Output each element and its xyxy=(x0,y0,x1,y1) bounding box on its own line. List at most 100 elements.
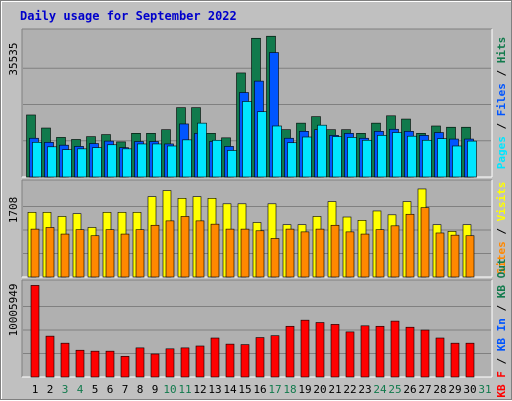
x-tick-label: 3 xyxy=(62,383,69,396)
x-tick-label: 27 xyxy=(418,383,431,396)
bar-pages-day-21 xyxy=(332,136,342,178)
bar-pages-day-30 xyxy=(467,140,477,178)
bar-sites-day-8 xyxy=(135,229,145,278)
legend-separator: / xyxy=(495,298,508,318)
bar-sites-day-29 xyxy=(450,234,460,278)
x-tick-label: 7 xyxy=(122,383,129,396)
x-tick-label: 4 xyxy=(77,383,84,396)
bar-sites-day-4 xyxy=(75,229,85,278)
bar-pages-day-8 xyxy=(137,143,147,178)
legend-kb-in: KB In xyxy=(495,318,508,351)
bar-kb-f-day-19 xyxy=(300,319,310,378)
bar-pages-day-16 xyxy=(257,111,267,178)
bar-kb-f-day-3 xyxy=(60,342,70,378)
x-tick-label: 29 xyxy=(448,383,461,396)
bar-pages-day-11 xyxy=(182,139,192,178)
bar-sites-day-12 xyxy=(195,220,205,278)
bar-kb-f-day-8 xyxy=(135,347,145,378)
legend-label: Pages / Files / Hits xyxy=(495,37,508,170)
chart-title: Daily usage for September 2022 xyxy=(20,9,237,23)
bar-sites-day-5 xyxy=(90,235,100,278)
bar-pages-day-24 xyxy=(377,135,387,178)
x-tick-label: 12 xyxy=(193,383,206,396)
bar-pages-day-7 xyxy=(122,148,132,178)
x-tick-label: 14 xyxy=(223,383,237,396)
bar-pages-day-14 xyxy=(227,150,237,178)
bar-pages-day-2 xyxy=(47,146,57,178)
bar-sites-day-23 xyxy=(360,233,370,278)
bar-kb-f-day-28 xyxy=(435,337,445,378)
bar-sites-day-1 xyxy=(30,228,40,278)
bar-sites-day-19 xyxy=(300,231,310,278)
bar-pages-day-22 xyxy=(347,137,357,178)
bar-pages-day-25 xyxy=(392,132,402,178)
bar-kb-f-day-5 xyxy=(90,350,100,378)
bar-kb-f-day-29 xyxy=(450,342,460,378)
bar-sites-day-27 xyxy=(420,207,430,278)
bar-pages-day-6 xyxy=(107,144,117,178)
bar-sites-day-24 xyxy=(375,229,385,278)
bar-pages-day-13 xyxy=(212,139,222,178)
bar-pages-day-20 xyxy=(317,124,327,178)
legend-separator: / xyxy=(495,351,508,371)
bar-kb-f-day-9 xyxy=(150,353,160,378)
bar-kb-f-day-18 xyxy=(285,325,295,378)
bar-pages-day-4 xyxy=(77,148,87,178)
x-tick-label: 30 xyxy=(463,383,476,396)
y-max-label: 10005949 xyxy=(7,284,20,337)
y-max-label: 1708 xyxy=(7,197,20,224)
bar-sites-day-18 xyxy=(285,228,295,278)
chart-panel-1: 35535 Pages / Files / Hits xyxy=(7,28,508,178)
x-tick-label: 10 xyxy=(163,383,176,396)
legend-sites: Sites xyxy=(495,241,508,274)
bar-sites-day-15 xyxy=(240,228,250,278)
bar-sites-day-11 xyxy=(180,216,190,278)
legend-label: KB F / KB In / KB Out xyxy=(495,258,508,397)
bar-sites-day-14 xyxy=(225,228,235,278)
bar-kb-f-day-15 xyxy=(240,344,250,378)
bar-pages-day-10 xyxy=(167,145,177,178)
x-tick-label: 1 xyxy=(32,383,39,396)
bar-pages-day-19 xyxy=(302,136,312,178)
bar-sites-day-7 xyxy=(120,233,130,278)
legend-visits: Visits xyxy=(495,182,508,222)
bar-sites-day-13 xyxy=(210,223,220,278)
bar-pages-day-29 xyxy=(452,145,462,178)
x-tick-label: 20 xyxy=(313,383,326,396)
bar-sites-day-6 xyxy=(105,229,115,278)
bar-sites-day-20 xyxy=(315,228,325,278)
bar-kb-f-day-14 xyxy=(225,343,235,378)
legend-separator: / xyxy=(495,221,508,241)
bar-kb-f-day-10 xyxy=(165,348,175,378)
bar-kb-f-day-30 xyxy=(465,342,475,378)
bar-kb-f-day-25 xyxy=(390,320,400,378)
bar-kb-f-day-11 xyxy=(180,347,190,378)
bar-pages-day-23 xyxy=(362,139,372,178)
bar-kb-f-day-12 xyxy=(195,345,205,378)
bar-sites-day-22 xyxy=(345,231,355,278)
x-tick-label: 24 xyxy=(373,383,387,396)
x-tick-label: 23 xyxy=(358,383,371,396)
bar-kb-f-day-27 xyxy=(420,329,430,378)
bar-sites-day-25 xyxy=(390,225,400,278)
legend-kb-f: KB F xyxy=(495,371,508,398)
bar-sites-day-28 xyxy=(435,232,445,278)
legend-pages: Pages xyxy=(495,136,508,169)
bar-kb-f-day-20 xyxy=(315,322,325,378)
bar-pages-day-5 xyxy=(92,147,102,178)
chart-panel-3: 10005949 KB F / KB In / KB Out xyxy=(7,258,508,397)
bar-kb-f-day-26 xyxy=(405,326,415,378)
x-tick-label: 11 xyxy=(178,383,191,396)
x-tick-label: 31 xyxy=(478,383,491,396)
x-tick-label: 26 xyxy=(403,383,416,396)
bar-kb-f-day-24 xyxy=(375,325,385,378)
bar-pages-day-27 xyxy=(422,139,432,178)
x-tick-label: 25 xyxy=(388,383,401,396)
x-tick-label: 18 xyxy=(283,383,296,396)
bar-sites-day-2 xyxy=(45,227,55,278)
x-tick-label: 5 xyxy=(92,383,99,396)
bar-sites-day-3 xyxy=(60,233,70,278)
chart-panel-2: 1708 Sites / Visits xyxy=(7,179,508,278)
bar-kb-f-day-2 xyxy=(45,335,55,378)
